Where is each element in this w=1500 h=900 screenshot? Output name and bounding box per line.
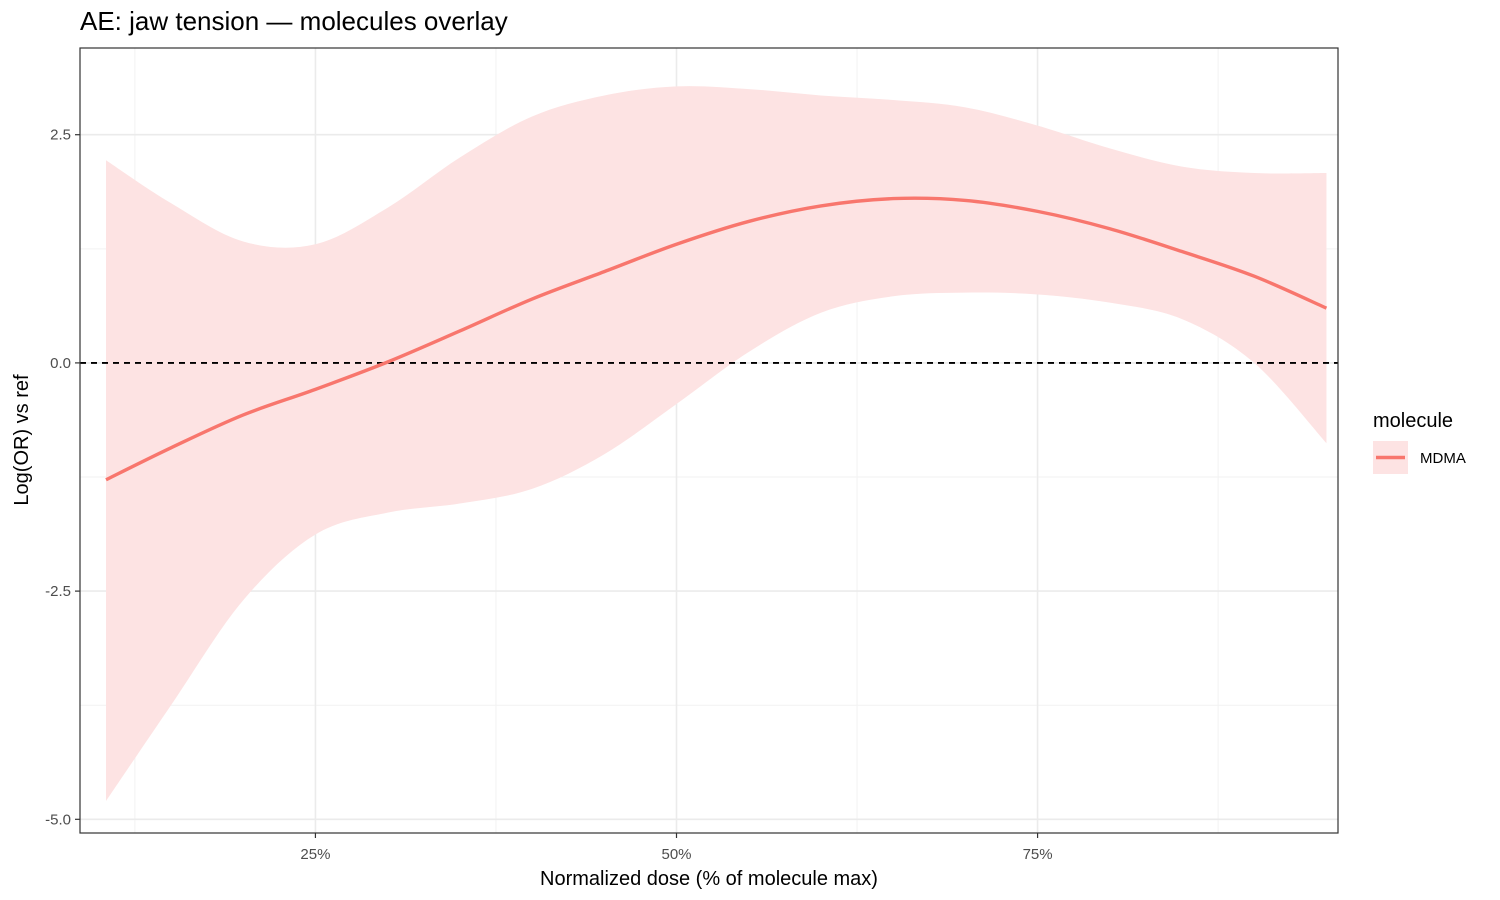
y-axis-title: Log(OR) vs ref — [11, 374, 33, 506]
x-tick-label: 25% — [300, 846, 330, 863]
series-lines — [105, 196, 1328, 482]
legend-title: molecule — [1373, 410, 1453, 432]
plot-border — [79, 47, 1339, 834]
legend-label: MDMA — [1420, 450, 1466, 467]
x-tick-label: 50% — [661, 846, 691, 863]
x-axis: 25% 50% 75% — [300, 833, 1053, 863]
legend: molecule MDMA — [1373, 410, 1466, 474]
y-axis: 2.5 0.0 -2.5 -5.0 — [45, 127, 80, 828]
plot-panel — [79, 47, 1339, 834]
y-tick-label: 0.0 — [50, 355, 71, 372]
x-axis-title: Normalized dose (% of molecule max) — [540, 868, 878, 890]
y-tick-label: 2.5 — [50, 127, 71, 144]
y-tick-label: -5.0 — [45, 811, 71, 828]
y-tick-label: -2.5 — [45, 583, 71, 600]
series-line-mdma — [105, 196, 1328, 482]
confidence-band-mdma — [106, 86, 1327, 802]
x-tick-label: 75% — [1023, 846, 1053, 863]
confidence-bands — [106, 86, 1327, 802]
legend-items: MDMA — [1373, 441, 1466, 474]
chart-title: AE: jaw tension — molecules overlay — [80, 6, 508, 36]
